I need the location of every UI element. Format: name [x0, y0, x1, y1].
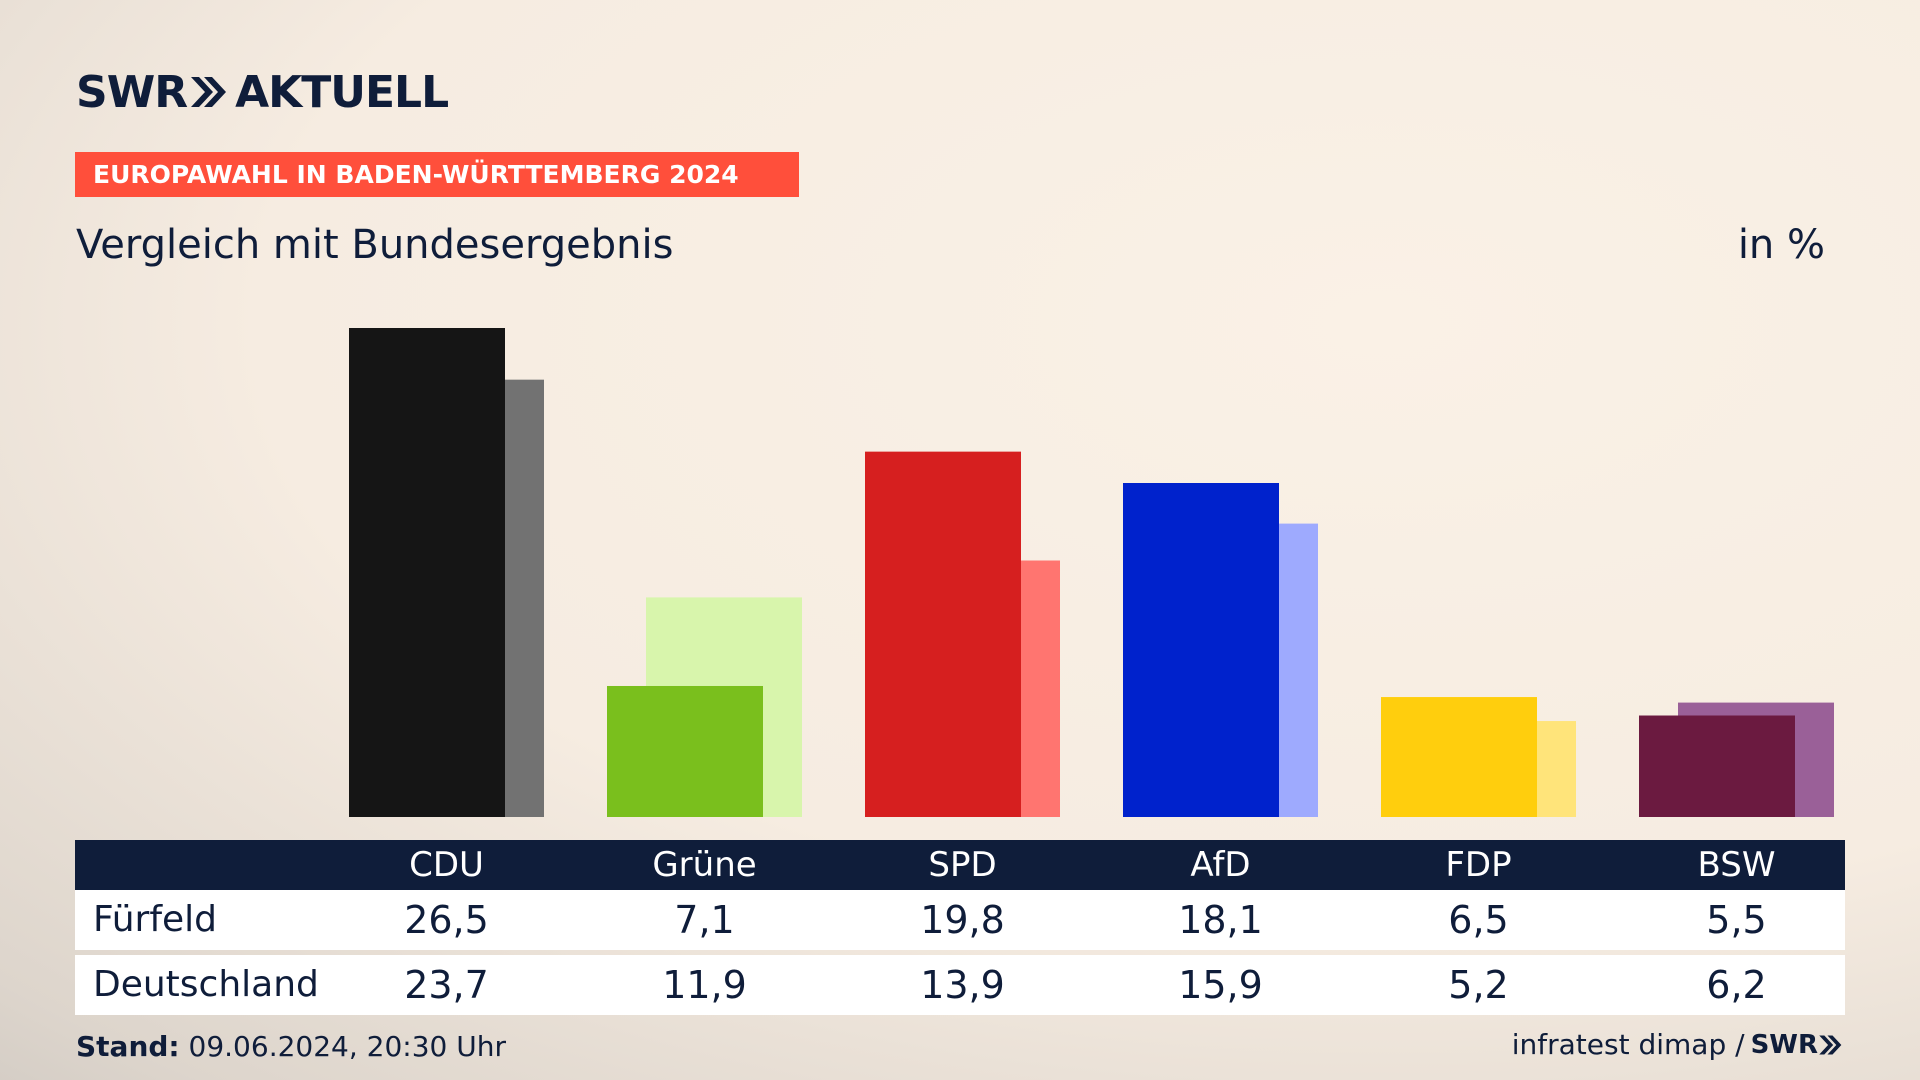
timestamp: Stand: 09.06.2024, 20:30 Uhr — [76, 1030, 506, 1063]
value-cell: 18,1 — [1178, 898, 1263, 942]
results-table: CDU Grüne SPD AfD FDP BSW Fürfeld 26,5 7,1 19,8… — [75, 840, 1845, 1015]
bar-fürfeld-3 — [1123, 483, 1279, 817]
logo-brand: SWR — [76, 66, 188, 118]
swr-aktuell-logo: SWR AKTUELL — [76, 66, 449, 118]
value-cell: 6,2 — [1706, 963, 1767, 1007]
bar-fürfeld-0 — [349, 328, 505, 817]
value-cell: 6,5 — [1448, 898, 1509, 942]
chart-subtitle: Vergleich mit Bundesergebnis — [76, 222, 674, 268]
value-cell: 23,7 — [404, 963, 489, 1007]
bar-fürfeld-4 — [1381, 697, 1537, 817]
source-credit: infratest dimap / SWR — [1512, 1028, 1842, 1061]
bar-deutschland-1 — [646, 597, 802, 817]
table-header: CDU Grüne SPD AfD FDP BSW — [75, 840, 1845, 890]
row-label: Deutschland — [93, 964, 319, 1005]
source-text: infratest dimap / — [1511, 1028, 1745, 1061]
row-label: Fürfeld — [93, 899, 218, 940]
value-cell: 5,2 — [1448, 963, 1509, 1007]
bar-fürfeld-2 — [865, 451, 1021, 817]
bar-fürfeld-5 — [1639, 715, 1795, 817]
unit-label: in % — [1737, 222, 1825, 268]
value-cell: 13,9 — [920, 963, 1005, 1007]
table-row: Fürfeld 26,5 7,1 19,8 18,1 6,5 5,5 — [75, 890, 1845, 950]
table-row: Deutschland 23,7 11,9 13,9 15,9 5,2 6,2 — [75, 955, 1845, 1015]
logo-product: AKTUELL — [235, 66, 449, 118]
value-cell: 15,9 — [1178, 963, 1263, 1007]
value-cell: 26,5 — [404, 898, 489, 942]
bar-fürfeld-1 — [607, 685, 763, 817]
swr-small-logo-text: SWR — [1750, 1029, 1818, 1060]
stand-label: Stand: — [76, 1030, 180, 1063]
bar-deutschland-0 — [388, 379, 544, 817]
swr-small-logo: SWR — [1751, 1030, 1842, 1060]
value-cell: 19,8 — [920, 898, 1005, 942]
party-header: SPD — [928, 845, 997, 885]
double-chevron-icon — [1819, 1035, 1842, 1054]
party-header: Grüne — [652, 845, 757, 885]
value-cell: 5,5 — [1706, 898, 1767, 942]
double-chevron-icon — [189, 75, 227, 109]
stand-value: 09.06.2024, 20:30 Uhr — [188, 1030, 506, 1063]
party-header: BSW — [1697, 845, 1776, 885]
party-header: CDU — [409, 845, 484, 885]
party-header: FDP — [1445, 845, 1512, 885]
party-header: AfD — [1190, 845, 1251, 885]
bar-deutschland-5 — [1678, 702, 1834, 817]
value-cell: 11,9 — [662, 963, 747, 1007]
bar-deutschland-3 — [1162, 523, 1318, 817]
bar-deutschland-2 — [904, 560, 1060, 817]
value-cell: 7,1 — [674, 898, 735, 942]
bar-deutschland-4 — [1420, 721, 1576, 817]
election-banner: EUROPAWAHL IN BADEN-WÜRTTEMBERG 2024 — [75, 152, 799, 197]
